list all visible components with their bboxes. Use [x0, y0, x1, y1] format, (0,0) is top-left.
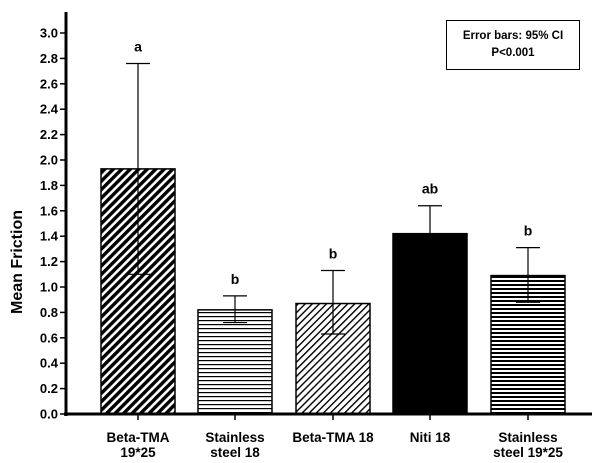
y-tick-label: 1.4 — [40, 229, 59, 244]
annotation-box: Error bars: 95% CI P<0.001 — [446, 20, 580, 70]
category-label-5: Stainless — [498, 430, 557, 445]
group-letter-3: b — [329, 245, 338, 261]
y-tick-label: 2.6 — [40, 76, 58, 91]
bar-2 — [197, 309, 273, 415]
y-tick-label: 1.8 — [40, 178, 58, 193]
y-tick-label: 0.2 — [40, 381, 58, 396]
y-tick-label: 0.4 — [40, 356, 59, 371]
y-tick-label: 3.0 — [40, 26, 58, 41]
error-bar-note: Error bars: 95% CI — [462, 30, 564, 42]
category-label-3: Beta-TMA 18 — [292, 430, 374, 445]
group-letter-1: a — [134, 38, 142, 54]
category-label-1: 19*25 — [120, 445, 156, 460]
category-label-5: steel 19*25 — [493, 445, 563, 460]
y-tick-label: 2.4 — [40, 102, 59, 117]
y-tick-label: 0.8 — [40, 305, 58, 320]
group-letter-4: ab — [422, 181, 438, 197]
category-label-2: steel 18 — [210, 445, 260, 460]
y-axis-title: Mean Friction — [9, 210, 26, 314]
p-value-note: P<0.001 — [491, 47, 535, 59]
bar-4 — [392, 232, 468, 415]
group-letter-2: b — [231, 271, 240, 287]
y-tick-label: 2.2 — [40, 127, 58, 142]
y-tick-label: 2.8 — [40, 51, 58, 66]
category-label-1: Beta-TMA — [107, 430, 170, 445]
y-tick-label: 0.0 — [40, 407, 58, 422]
category-label-2: Stainless — [205, 430, 264, 445]
y-tick-label: 1.6 — [40, 203, 58, 218]
group-letter-5: b — [524, 223, 533, 239]
category-label-4: Niti 18 — [410, 430, 451, 445]
y-tick-label: 1.2 — [40, 254, 58, 269]
y-tick-label: 0.6 — [40, 330, 58, 345]
y-tick-label: 1.0 — [40, 280, 58, 295]
y-tick-label: 2.0 — [40, 153, 58, 168]
